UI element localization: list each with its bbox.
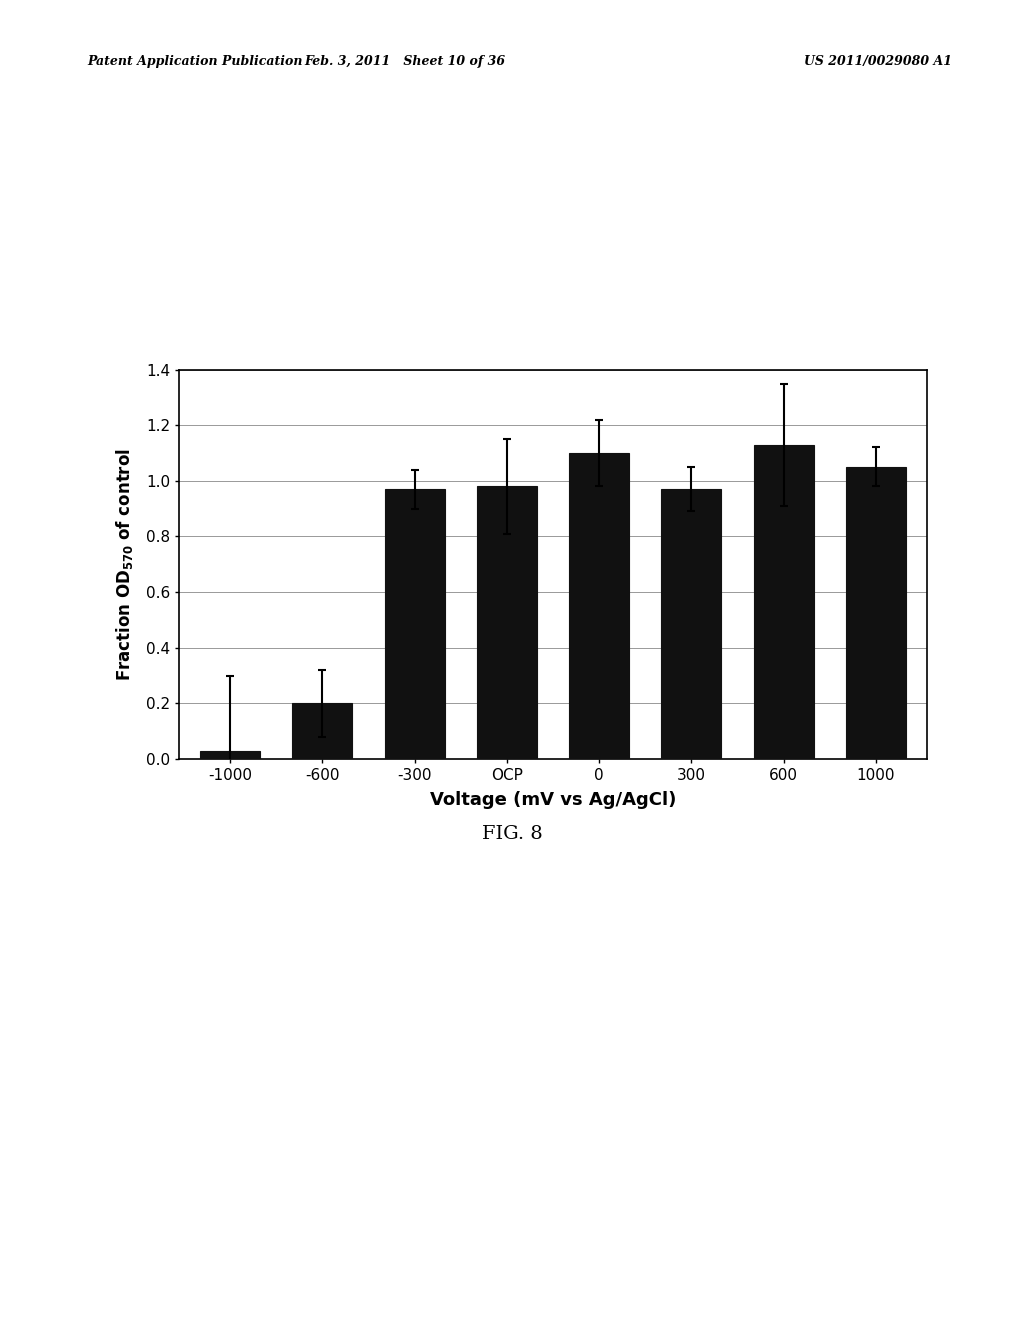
Bar <box>292 704 352 759</box>
Text: US 2011/0029080 A1: US 2011/0029080 A1 <box>804 55 952 69</box>
Bar <box>385 490 444 759</box>
Bar <box>477 487 537 759</box>
Bar <box>662 490 721 759</box>
Bar <box>754 445 814 759</box>
Text: Patent Application Publication: Patent Application Publication <box>87 55 302 69</box>
Text: Feb. 3, 2011   Sheet 10 of 36: Feb. 3, 2011 Sheet 10 of 36 <box>304 55 505 69</box>
Bar <box>846 467 906 759</box>
Bar <box>200 751 260 759</box>
Bar <box>569 453 629 759</box>
X-axis label: Voltage (mV vs Ag/AgCl): Voltage (mV vs Ag/AgCl) <box>430 792 676 809</box>
Text: FIG. 8: FIG. 8 <box>481 825 543 843</box>
Y-axis label: Fraction OD$_{\mathbf{570}}$ of control: Fraction OD$_{\mathbf{570}}$ of control <box>114 447 135 681</box>
